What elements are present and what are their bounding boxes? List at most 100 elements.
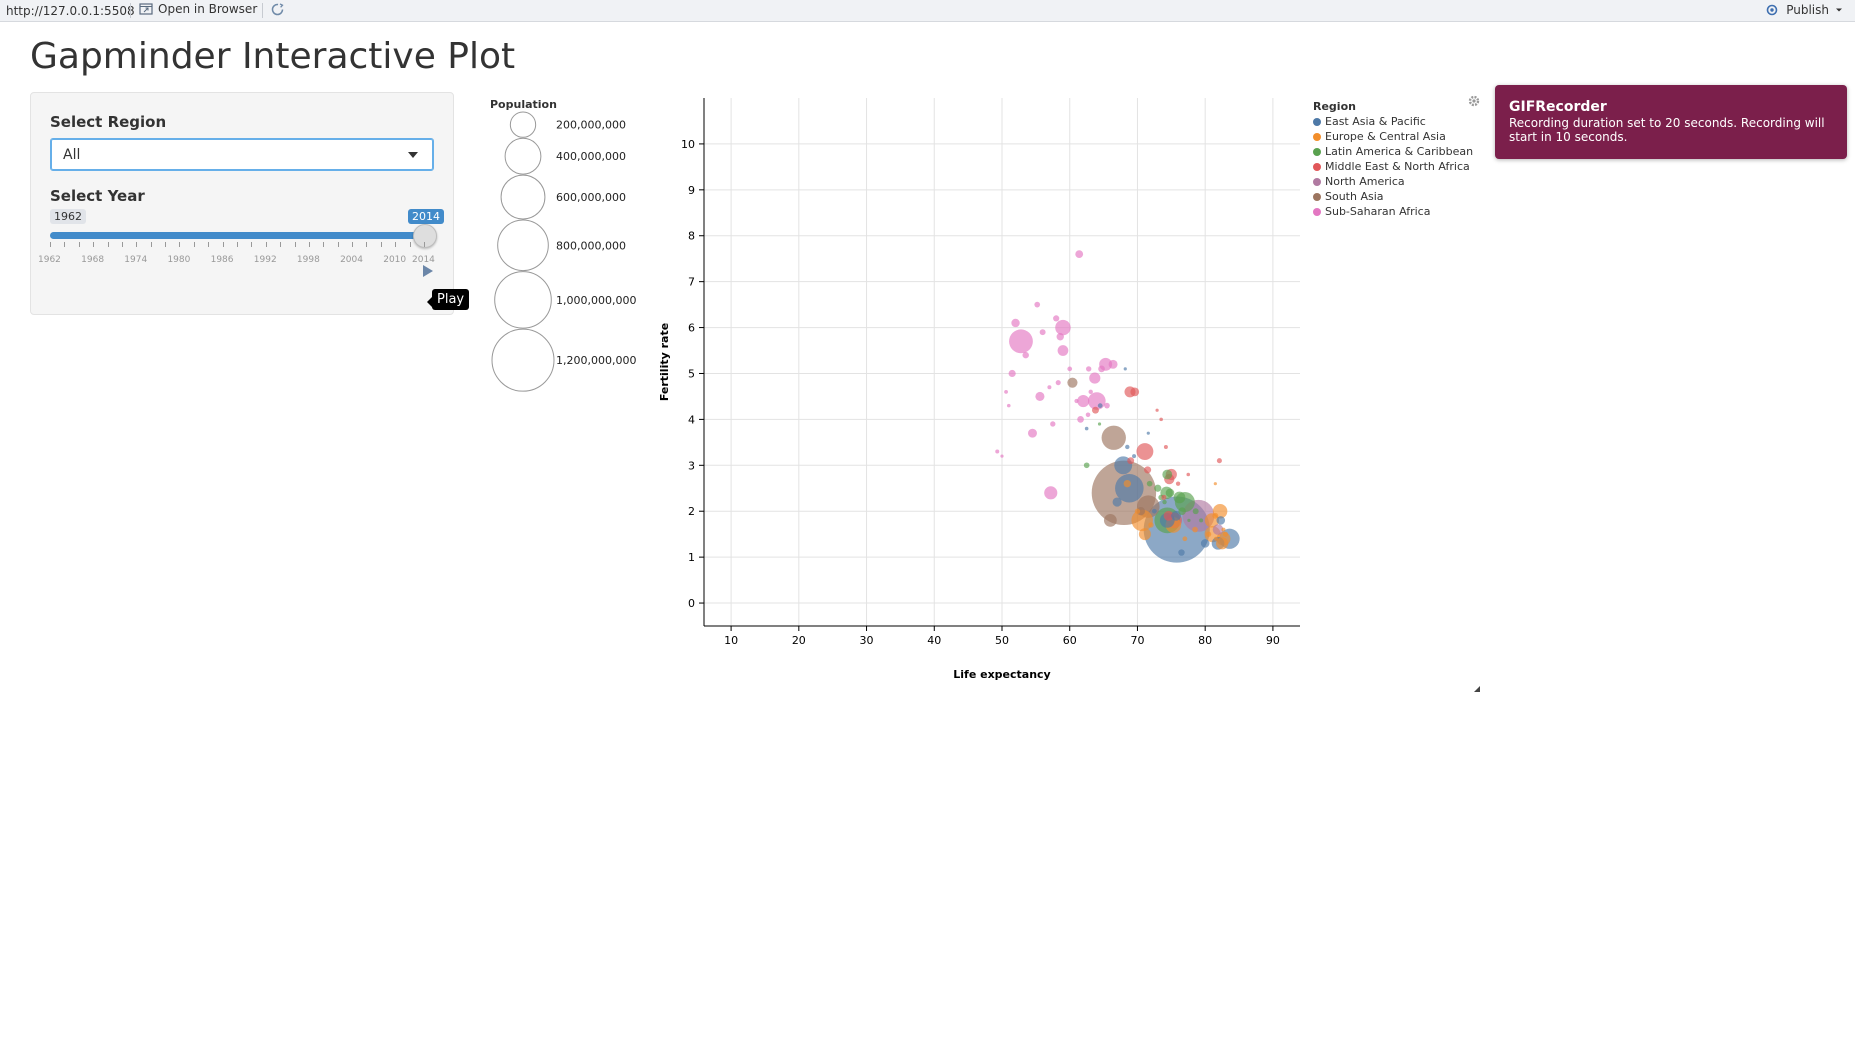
- region-color-dot: [1313, 162, 1321, 171]
- open-in-browser-button[interactable]: Open in Browser: [139, 2, 257, 16]
- publish-label: Publish: [1786, 3, 1829, 17]
- y-tick-label: 10: [681, 138, 695, 151]
- y-tick-label: 7: [688, 276, 695, 289]
- slider-tick: [395, 242, 397, 247]
- region-legend-item[interactable]: Sub-Saharan Africa: [1313, 204, 1473, 219]
- slider-track[interactable]: [50, 232, 424, 239]
- country-bubble: [1221, 527, 1226, 532]
- region-legend-item[interactable]: Latin America & Caribbean: [1313, 144, 1473, 159]
- country-bubble: [1085, 412, 1091, 418]
- country-bubble: [1127, 457, 1135, 465]
- region-color-dot: [1313, 132, 1321, 141]
- country-bubble: [1067, 377, 1078, 388]
- slider-tick: [150, 242, 152, 247]
- viewer-toolbar: http://127.0.0.1:5508 Open in Browser Pu…: [0, 0, 1855, 22]
- slider-tick: [107, 242, 109, 247]
- slider-tick: [308, 242, 310, 247]
- region-legend-label: South Asia: [1325, 190, 1384, 203]
- region-legend-label: Middle East & North Africa: [1325, 160, 1470, 173]
- country-bubble: [1022, 351, 1029, 359]
- country-bubble: [1075, 250, 1084, 259]
- country-bubble: [1212, 512, 1219, 519]
- country-bubble: [1178, 507, 1186, 516]
- slider-tick: [265, 242, 267, 247]
- country-bubble: [1161, 494, 1167, 500]
- y-tick-label: 3: [688, 459, 695, 472]
- slider-tick-label: 1998: [296, 255, 320, 265]
- region-legend-item[interactable]: East Asia & Pacific: [1313, 114, 1473, 129]
- slider-tick: [165, 242, 167, 247]
- population-size-circle: [497, 219, 549, 272]
- country-bubble: [1088, 389, 1093, 395]
- population-size-label: 600,000,000: [556, 191, 626, 204]
- country-bubble: [1035, 391, 1045, 401]
- country-bubble: [1053, 315, 1060, 322]
- country-bubble: [995, 449, 1000, 454]
- scatter-chart: 10 20 30 40 50 60 70 80 90 0 1 2 3 4 5 6 7 8 9 10 Life expec…: [658, 98, 1300, 681]
- slider-tick-label: 2004: [340, 255, 363, 265]
- country-bubble: [1044, 486, 1058, 500]
- country-bubble: [1067, 366, 1073, 372]
- population-size-label: 200,000,000: [556, 119, 626, 132]
- region-legend-label: East Asia & Pacific: [1325, 115, 1426, 128]
- play-icon[interactable]: [423, 265, 433, 277]
- x-tick-label: 70: [1130, 634, 1144, 647]
- country-bubble: [1112, 497, 1122, 507]
- country-bubble: [1097, 422, 1102, 426]
- region-color-dot: [1313, 192, 1321, 201]
- region-legend-item[interactable]: North America: [1313, 174, 1473, 189]
- country-bubble: [1192, 526, 1198, 533]
- slider-tick: [136, 242, 138, 247]
- country-bubble: [1154, 484, 1162, 492]
- region-legend-item[interactable]: Middle East & North Africa: [1313, 159, 1473, 174]
- slider-tick: [294, 242, 296, 247]
- region-color-dot: [1313, 147, 1321, 156]
- country-bubble: [1077, 416, 1084, 423]
- sidebar-panel: Select Region All Select Year 1962 2014: [30, 92, 454, 315]
- country-bubble: [1098, 365, 1105, 373]
- population-size-circle: [504, 137, 542, 175]
- country-bubble: [1000, 454, 1004, 458]
- region-legend-label: Latin America & Caribbean: [1325, 145, 1474, 158]
- resize-handle-icon[interactable]: [1473, 678, 1481, 697]
- country-bubble: [1034, 301, 1041, 308]
- country-bubble: [1162, 499, 1167, 505]
- population-legend-title: Population: [490, 98, 557, 111]
- country-bubble: [1074, 398, 1079, 404]
- country-bubble: [1134, 508, 1141, 514]
- slider-ticks: [50, 242, 425, 248]
- refresh-button[interactable]: [270, 2, 285, 17]
- chevron-down-icon: [408, 152, 418, 158]
- year-slider[interactable]: 1962 2014: [50, 209, 444, 299]
- gear-icon[interactable]: [1467, 93, 1481, 112]
- country-bubble: [1200, 539, 1210, 548]
- country-bubble: [1056, 333, 1064, 341]
- country-bubble: [1011, 318, 1020, 328]
- page-title: Gapminder Interactive Plot: [30, 36, 516, 77]
- slider-tick: [380, 242, 382, 247]
- region-select[interactable]: All: [50, 138, 434, 171]
- slider-tick: [222, 242, 224, 247]
- publish-button[interactable]: Publish: [1765, 3, 1843, 17]
- slider-handle[interactable]: [413, 224, 437, 248]
- region-legend-item[interactable]: South Asia: [1313, 189, 1473, 204]
- country-bubble: [1163, 510, 1174, 521]
- country-bubble: [1144, 466, 1152, 474]
- region-color-dot: [1313, 117, 1321, 126]
- slider-tick: [366, 242, 368, 247]
- country-bubble: [1216, 516, 1226, 525]
- region-legend-item[interactable]: Europe & Central Asia: [1313, 129, 1473, 144]
- country-bubble: [1050, 421, 1056, 427]
- country-bubble: [1130, 387, 1140, 397]
- country-bubble: [1199, 518, 1204, 523]
- country-bubble: [1138, 528, 1151, 541]
- region-legend-label: Sub-Saharan Africa: [1325, 205, 1431, 218]
- slider-tick: [280, 242, 282, 247]
- chevron-down-icon: [1835, 7, 1843, 13]
- open-in-browser-label: Open in Browser: [158, 2, 258, 16]
- country-bubble: [1175, 481, 1181, 486]
- slider-tick-label: 1992: [253, 255, 277, 265]
- country-bubble: [1083, 462, 1090, 469]
- y-tick-label: 6: [688, 322, 695, 335]
- open-in-browser-icon: [139, 3, 153, 15]
